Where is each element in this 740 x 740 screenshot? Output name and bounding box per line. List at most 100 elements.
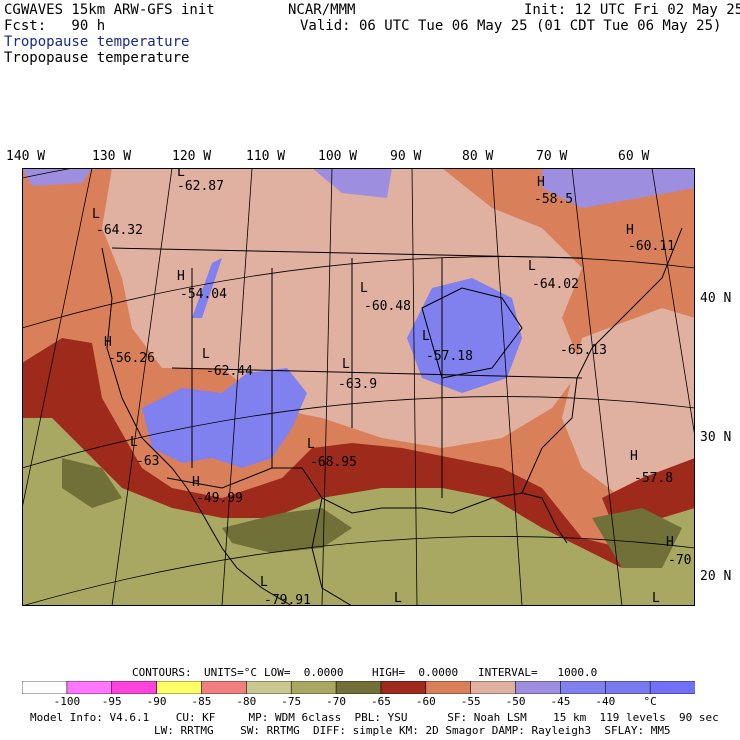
center-value: -54.04 xyxy=(180,287,227,302)
center-value: -65.13 xyxy=(560,343,607,358)
shade-minus45-streak xyxy=(192,258,222,318)
valid-time: Valid: 06 UTC Tue 06 May 25 (01 CDT Tue … xyxy=(300,18,722,34)
shade-minus55-atlantic xyxy=(562,308,695,498)
center-type: H xyxy=(537,175,545,190)
color-bar-swatch xyxy=(111,681,158,694)
lon-label-90w: 90 W xyxy=(390,149,422,164)
model-title: CGWAVES 15km ARW-GFS init xyxy=(4,2,215,18)
contours-label: CONTOURS: xyxy=(132,666,192,679)
color-bar-tick-label: -60 xyxy=(415,695,436,708)
center-type: L xyxy=(307,437,315,452)
color-bar-tick-label: -40 xyxy=(595,695,616,708)
center-type: L xyxy=(360,281,368,296)
color-bar-swatch xyxy=(515,681,562,694)
center-type: L xyxy=(130,435,138,450)
model-info-line2: LW: RRTMG SW: RRTMG DIFF: simple KM: 2D … xyxy=(154,724,671,737)
tropopause-temperature-map: L -62.87 L -64.32 H -54.04 H -56.26 L -6… xyxy=(22,168,695,606)
center-type: L xyxy=(177,168,185,180)
center-type: L xyxy=(342,357,350,372)
center-type: H xyxy=(666,535,674,550)
center-value: -63.9 xyxy=(338,377,377,392)
lat-label-40n: 40 N xyxy=(700,291,732,306)
color-bar-tick-label: -85 xyxy=(191,695,212,708)
lon-label-140w: 140 W xyxy=(6,149,46,164)
center-value: -57.8 xyxy=(634,471,673,486)
center-type: L xyxy=(528,259,536,274)
center-value: -57.18 xyxy=(426,349,473,364)
center-type: L xyxy=(652,591,660,606)
forecast-hour: Fcst: 90 h xyxy=(4,18,106,34)
graticule xyxy=(22,168,695,606)
color-bar-swatch xyxy=(335,681,382,694)
center-type: H xyxy=(177,269,185,284)
lon-label-100w: 100 W xyxy=(318,149,358,164)
shade-minus75-mexico xyxy=(222,508,352,553)
color-bar-tick-label: -55 xyxy=(460,695,481,708)
center-value: -60.11 xyxy=(628,239,675,254)
field-title-shaded: Tropopause temperature xyxy=(4,34,190,50)
center-value: -58.5 xyxy=(534,192,573,207)
center-value: -62.44 xyxy=(206,364,253,379)
color-bar-swatch xyxy=(380,681,427,694)
color-bar-swatch xyxy=(66,681,113,694)
shade-minus75-caribbean xyxy=(592,508,682,568)
lon-label-120w: 120 W xyxy=(172,149,212,164)
color-bar-tick-label: -95 xyxy=(101,695,122,708)
color-bar-swatch xyxy=(560,681,607,694)
shade-minus45-southwest xyxy=(142,368,307,468)
color-bar-swatch xyxy=(604,681,651,694)
center-type: L xyxy=(394,591,402,606)
color-bar-tick-label: °C xyxy=(643,695,657,708)
center-labels: L -62.87 L -64.32 H -54.04 H -56.26 L -6… xyxy=(92,168,691,606)
boundaries xyxy=(101,227,683,606)
color-bar-tick-label: -65 xyxy=(370,695,391,708)
model-info-line1: Model Info: V4.6.1 CU: KF MP: WDM 6class… xyxy=(30,711,719,724)
color-bar-swatch xyxy=(201,681,248,694)
shade-minus50-ne xyxy=(542,168,695,208)
init-time: Init: 12 UTC Fri 02 May 25 xyxy=(524,2,740,18)
center-type: H xyxy=(104,335,112,350)
center-type: L xyxy=(260,575,268,590)
contours-high: HIGH= 0.0000 xyxy=(372,666,459,679)
contours-low: LOW= 0.0000 xyxy=(264,666,344,679)
color-bar-swatch xyxy=(22,681,68,694)
shade-minus50-nw xyxy=(22,168,92,186)
lat-label-20n: 20 N xyxy=(700,569,732,584)
center-value: -70 xyxy=(668,553,691,568)
center-value: -49.99 xyxy=(196,491,243,506)
color-bar-swatch xyxy=(470,681,517,694)
color-bar-swatch xyxy=(425,681,472,694)
center-type: H xyxy=(626,223,634,238)
color-bar-tick-label: -70 xyxy=(326,695,346,708)
color-bar-tick-label: -100 xyxy=(53,695,81,708)
color-bar-swatch xyxy=(246,681,293,694)
shade-minus75-pacific xyxy=(62,458,122,508)
contours-units: UNITS=°C xyxy=(204,666,257,679)
center-value: -63 xyxy=(136,454,159,469)
lon-label-130w: 130 W xyxy=(92,149,132,164)
center-type: L xyxy=(92,207,100,222)
color-bar xyxy=(22,681,695,694)
field-title-contour: Tropopause temperature xyxy=(4,50,190,66)
center-type: H xyxy=(630,449,638,464)
contours-interval: INTERVAL= 1000.0 xyxy=(478,666,598,679)
color-bar-tick-label: -90 xyxy=(146,695,167,708)
center-value: -64.02 xyxy=(532,277,579,292)
map-frame xyxy=(22,168,695,606)
center-value: -68.95 xyxy=(310,455,357,470)
color-bar-swatch xyxy=(649,681,695,694)
center-value: -60.48 xyxy=(364,299,411,314)
institution-label: NCAR/MMM xyxy=(288,2,356,18)
color-bar-tick-label: -75 xyxy=(281,695,302,708)
center-type: L xyxy=(422,329,430,344)
lon-label-70w: 70 W xyxy=(536,149,568,164)
center-type: H xyxy=(192,475,200,490)
color-bar-tick-label: -45 xyxy=(550,695,571,708)
lon-label-60w: 60 W xyxy=(618,149,650,164)
shade-minus65-band xyxy=(22,338,695,568)
shade-minus45-great-lakes xyxy=(407,278,522,393)
center-value: -64.32 xyxy=(96,223,143,238)
lon-label-80w: 80 W xyxy=(462,149,494,164)
center-type: L xyxy=(202,347,210,362)
color-bar-swatch xyxy=(290,681,337,694)
